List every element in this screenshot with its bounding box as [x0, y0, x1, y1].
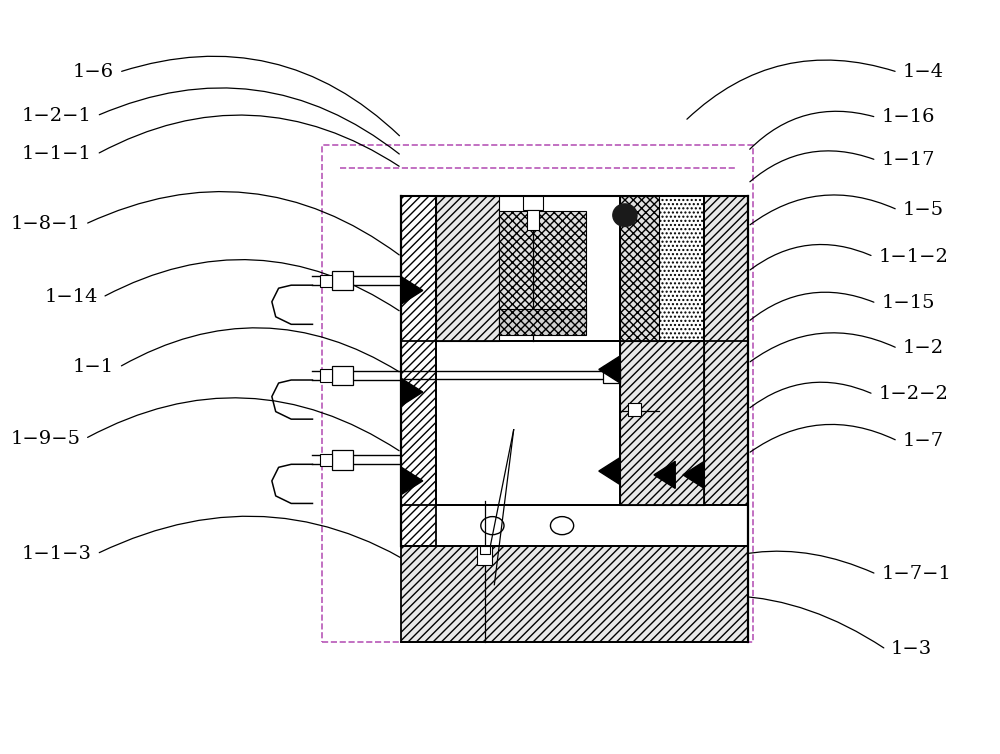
Text: 1−4: 1−4 — [903, 63, 944, 81]
Bar — [527, 210, 539, 230]
Polygon shape — [401, 467, 423, 495]
Bar — [620, 341, 704, 505]
Bar — [499, 308, 586, 335]
Bar — [401, 547, 748, 642]
Bar — [322, 146, 753, 642]
Text: 1−7: 1−7 — [903, 432, 944, 450]
Bar — [320, 274, 332, 287]
Bar — [332, 366, 353, 385]
Bar — [628, 403, 641, 416]
Bar — [480, 547, 490, 554]
Text: 1−14: 1−14 — [44, 288, 98, 306]
Polygon shape — [401, 277, 423, 304]
Text: 1−1−2: 1−1−2 — [878, 247, 948, 265]
Bar — [436, 341, 620, 505]
Bar — [401, 196, 436, 547]
Bar — [436, 196, 620, 341]
Bar — [320, 454, 332, 466]
Text: 1−2−1: 1−2−1 — [22, 107, 92, 125]
Text: 1−2−2: 1−2−2 — [878, 385, 948, 403]
Text: 1−9−5: 1−9−5 — [10, 430, 80, 448]
Text: 1−1−3: 1−1−3 — [22, 545, 92, 563]
Polygon shape — [599, 458, 620, 485]
Polygon shape — [401, 379, 423, 406]
Bar — [436, 196, 499, 341]
Text: 1−5: 1−5 — [903, 201, 944, 219]
Text: 1−7−1: 1−7−1 — [881, 566, 951, 583]
Bar — [332, 271, 353, 290]
Text: 1−8−1: 1−8−1 — [10, 215, 80, 233]
Bar — [320, 369, 332, 382]
Ellipse shape — [613, 204, 637, 226]
Text: 1−1−1: 1−1−1 — [22, 146, 92, 163]
Bar — [499, 211, 586, 326]
Bar — [659, 196, 704, 341]
Bar — [523, 196, 543, 210]
Bar — [332, 450, 353, 470]
Text: 1−2: 1−2 — [903, 339, 944, 357]
Text: 1−3: 1−3 — [891, 640, 932, 658]
Polygon shape — [599, 356, 620, 383]
Bar — [704, 196, 748, 505]
Text: 1−6: 1−6 — [73, 63, 114, 81]
Polygon shape — [654, 461, 675, 489]
Text: 1−15: 1−15 — [881, 294, 935, 312]
Text: 1−1: 1−1 — [73, 358, 114, 376]
Bar — [603, 366, 620, 383]
Text: 1−16: 1−16 — [881, 109, 935, 127]
Text: 1−17: 1−17 — [881, 152, 935, 169]
Polygon shape — [683, 461, 704, 489]
Bar — [620, 196, 659, 341]
Bar — [477, 547, 492, 566]
